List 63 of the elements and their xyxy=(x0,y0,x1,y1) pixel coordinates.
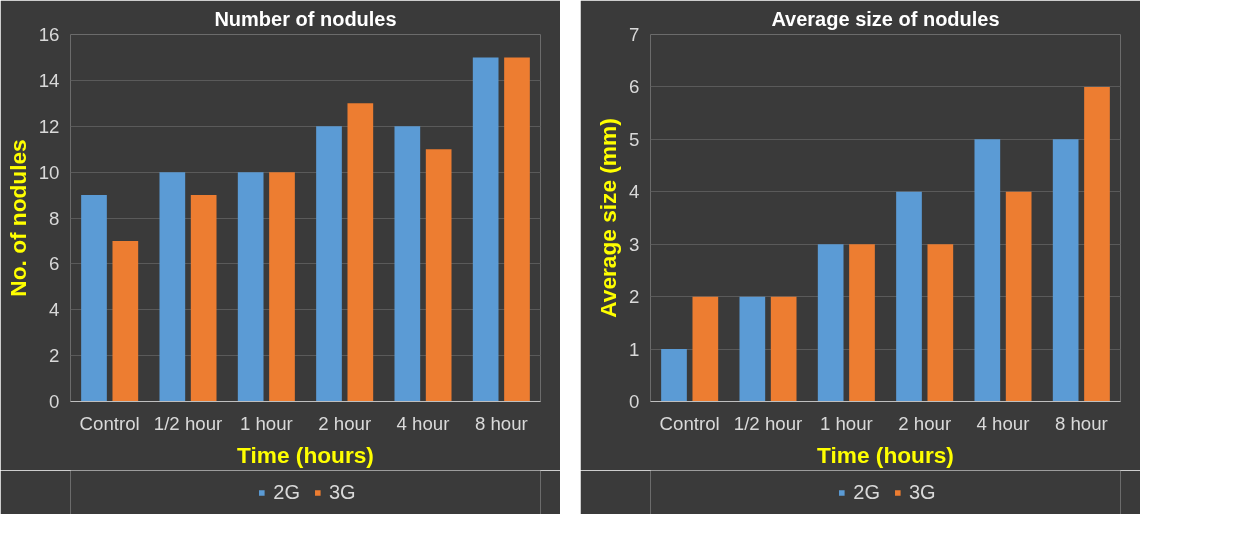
bar xyxy=(1052,139,1079,402)
y-axis-title: Average size (mm) xyxy=(595,118,622,318)
y-tick-label: 0 xyxy=(629,391,640,412)
legend-label: 2G xyxy=(273,480,300,504)
y-tick-label: 3 xyxy=(629,233,640,255)
x-tick-label: 2 hour xyxy=(318,412,372,434)
y-tick-label: 12 xyxy=(38,115,60,137)
y-tick-label: 8 xyxy=(49,207,60,229)
bar xyxy=(1084,86,1110,402)
chart-title: Number of nodules xyxy=(214,7,397,30)
y-tick-label: 0 xyxy=(49,391,60,412)
legend-label: 2G xyxy=(853,480,880,504)
y-tick-label: 2 xyxy=(49,345,60,367)
x-tick-label: 1 hour xyxy=(239,412,293,434)
bar xyxy=(692,296,719,402)
bar xyxy=(770,296,797,402)
bar xyxy=(190,195,217,402)
bar xyxy=(504,57,530,402)
bar xyxy=(974,139,1001,402)
x-tick-label: 1/2 hour xyxy=(153,412,223,434)
y-tick-label: 1 xyxy=(629,338,640,360)
bar xyxy=(472,57,499,402)
x-tick-label: 8 hour xyxy=(1054,412,1108,434)
y-tick-label: 2 xyxy=(629,286,640,308)
y-axis-title: No. of nodules xyxy=(4,139,31,297)
bar xyxy=(425,149,452,402)
chart-title: Average size of nodules xyxy=(771,7,1000,30)
bar xyxy=(817,244,844,402)
legend-label: 3G xyxy=(329,480,356,504)
bar xyxy=(661,349,687,402)
y-tick-label: 16 xyxy=(38,24,60,45)
bar xyxy=(849,244,875,402)
bar xyxy=(159,172,186,402)
x-tick-label: 8 hour xyxy=(474,412,528,434)
x-tick-label: Control xyxy=(659,412,720,434)
y-tick-label: 10 xyxy=(38,161,60,183)
x-axis-title: Time (hours) xyxy=(237,441,374,468)
bar xyxy=(112,240,139,402)
x-tick-label: 1/2 hour xyxy=(733,412,803,434)
y-tick-label: 4 xyxy=(49,299,60,321)
x-tick-label: 4 hour xyxy=(976,412,1030,434)
x-tick-label: 2 hour xyxy=(898,412,952,434)
legend-label: 3G xyxy=(909,480,936,504)
bar xyxy=(896,191,922,402)
x-tick-label: 4 hour xyxy=(396,412,450,434)
bar xyxy=(347,103,374,402)
bar xyxy=(316,126,342,402)
x-tick-label: Control xyxy=(79,412,140,434)
bar xyxy=(1005,191,1032,402)
x-tick-label: 1 hour xyxy=(819,412,873,434)
x-axis-title: Time (hours) xyxy=(817,441,954,468)
y-tick-label: 4 xyxy=(629,181,640,203)
y-tick-label: 5 xyxy=(629,128,640,150)
bar xyxy=(237,172,264,402)
bar xyxy=(394,126,421,402)
bar xyxy=(81,195,107,402)
bar xyxy=(269,172,295,402)
bar xyxy=(739,296,766,402)
y-tick-label: 6 xyxy=(49,253,60,275)
y-tick-label: 14 xyxy=(38,69,60,91)
bar xyxy=(927,244,954,402)
y-tick-label: 7 xyxy=(629,24,640,45)
y-tick-label: 6 xyxy=(629,76,640,98)
